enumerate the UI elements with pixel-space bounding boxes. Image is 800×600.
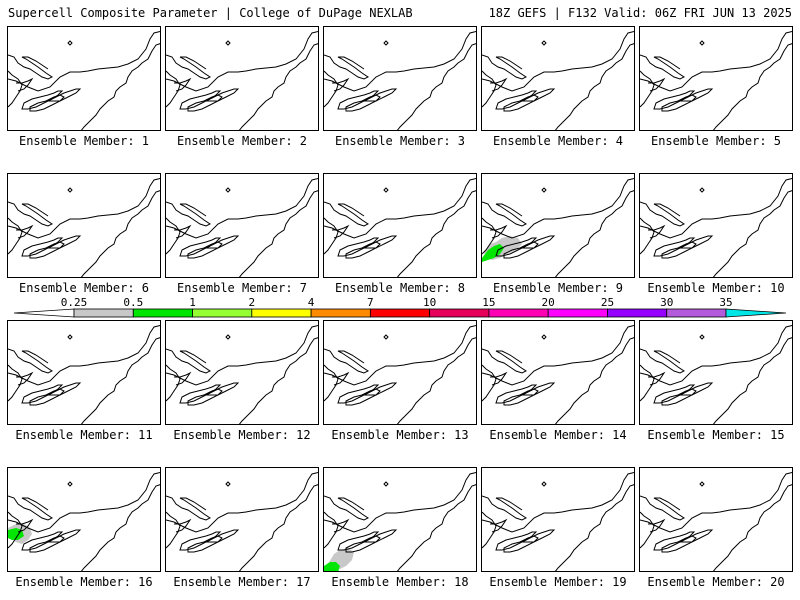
ensemble-member-label: Ensemble Member: 11 [15, 428, 153, 442]
ensemble-map-panel [639, 320, 793, 425]
ensemble-map-panel [165, 173, 319, 278]
northeast-us-map [482, 471, 634, 571]
ensemble-member-label: Ensemble Member: 13 [331, 428, 469, 442]
northeast-us-map [640, 324, 792, 424]
colorbar-segment [547, 308, 608, 318]
ensemble-map-panel [323, 320, 477, 425]
northeast-us-map [324, 471, 476, 571]
colorbar-low-arrow [13, 308, 75, 318]
chart-title: Supercell Composite Parameter | College … [8, 6, 413, 20]
ensemble-map-panel [639, 173, 793, 278]
ensemble-map-panel [481, 173, 635, 278]
colorbar-segment [192, 308, 253, 318]
ensemble-map-panel [481, 467, 635, 572]
colorbar-segment [132, 308, 193, 318]
colorbar-segment [251, 308, 312, 318]
ensemble-map-panel [323, 467, 477, 572]
colorbar-tick-label: 25 [600, 296, 615, 309]
colorbar-tick-label: 20 [541, 296, 555, 309]
colorbar-tick-label: 15 [482, 296, 496, 309]
ensemble-member-label: Ensemble Member: 6 [18, 281, 150, 295]
northeast-us-map [324, 30, 476, 130]
ensemble-member-label: Ensemble Member: 10 [647, 281, 785, 295]
ensemble-map-panel [323, 26, 477, 131]
colorbar-high-arrow [725, 308, 787, 318]
colorbar-tick-label: 0.25 [60, 296, 88, 309]
colorbar-tick-label: 7 [367, 296, 374, 309]
ensemble-member-label: Ensemble Member: 7 [176, 281, 308, 295]
northeast-us-map [640, 177, 792, 277]
ensemble-member-label: Ensemble Member: 3 [334, 134, 466, 148]
ensemble-member-label: Ensemble Member: 4 [492, 134, 624, 148]
ensemble-map-panel [165, 320, 319, 425]
northeast-us-map [482, 177, 634, 277]
colorbar-tick-label: 4 [307, 296, 315, 309]
ensemble-map-panel [323, 173, 477, 278]
colorbar-tick-label: 10 [423, 296, 437, 309]
northeast-us-map [8, 30, 160, 130]
northeast-us-map [8, 324, 160, 424]
colorbar-tick-label: 1 [189, 296, 196, 309]
ensemble-map-panel [7, 173, 161, 278]
northeast-us-map [482, 324, 634, 424]
colorbar-segment [607, 308, 668, 318]
colorbar-tick-label: 35 [719, 296, 733, 309]
ensemble-member-label: Ensemble Member: 19 [489, 575, 627, 589]
ensemble-member-label: Ensemble Member: 5 [650, 134, 782, 148]
ensemble-member-label: Ensemble Member: 15 [647, 428, 785, 442]
ensemble-member-label: Ensemble Member: 18 [331, 575, 469, 589]
ensemble-member-label: Ensemble Member: 1 [18, 134, 150, 148]
colorbar-tick-label: 0.5 [123, 296, 144, 309]
northeast-us-map [166, 30, 318, 130]
ensemble-map-panel [165, 26, 319, 131]
colorbar-tick-label: 30 [660, 296, 674, 309]
colorbar-segment [429, 308, 490, 318]
ensemble-map-panel [481, 26, 635, 131]
ensemble-map-panel [7, 320, 161, 425]
ensemble-map-panel [165, 467, 319, 572]
colorbar-segment [369, 308, 431, 318]
colorbar-segment [310, 308, 371, 318]
ensemble-member-label: Ensemble Member: 12 [173, 428, 311, 442]
colorbar-segment [666, 308, 727, 318]
northeast-us-map [482, 30, 634, 130]
ensemble-map-panel [639, 467, 793, 572]
ensemble-member-label: Ensemble Member: 2 [176, 134, 308, 148]
ensemble-member-label: Ensemble Member: 8 [334, 281, 466, 295]
ensemble-member-label: Ensemble Member: 9 [492, 281, 624, 295]
ensemble-map-panel [639, 26, 793, 131]
colorbar-tick-label: 2 [248, 296, 256, 309]
valid-time-label: 18Z GEFS | F132 Valid: 06Z FRI JUN 13 20… [488, 6, 792, 20]
northeast-us-map [640, 471, 792, 571]
northeast-us-map [166, 471, 318, 571]
ensemble-map-panel [7, 467, 161, 572]
ensemble-member-label: Ensemble Member: 16 [15, 575, 153, 589]
color-scale-bar [13, 308, 787, 318]
ensemble-member-label: Ensemble Member: 17 [173, 575, 311, 589]
northeast-us-map [324, 324, 476, 424]
ensemble-map-panel [481, 320, 635, 425]
ensemble-member-label: Ensemble Member: 20 [647, 575, 785, 589]
northeast-us-map [166, 177, 318, 277]
colorbar-segment [488, 308, 549, 318]
northeast-us-map [324, 177, 476, 277]
colorbar-segment [73, 308, 134, 318]
northeast-us-map [8, 471, 160, 571]
ensemble-map-panel [7, 26, 161, 131]
northeast-us-map [640, 30, 792, 130]
northeast-us-map [8, 177, 160, 277]
ensemble-member-label: Ensemble Member: 14 [489, 428, 627, 442]
northeast-us-map [166, 324, 318, 424]
